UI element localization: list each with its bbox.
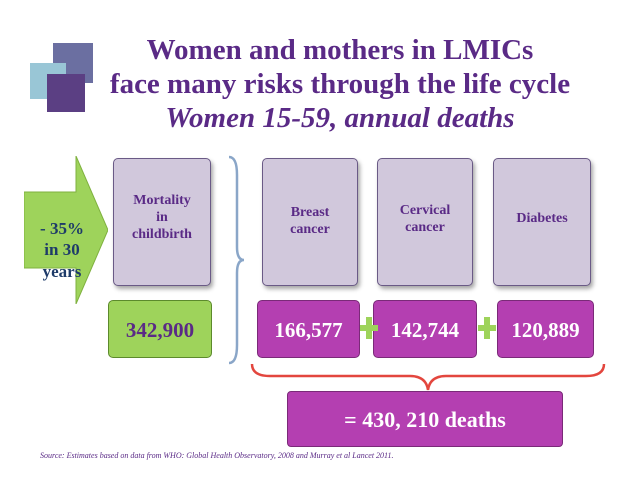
category-box-diabetes: Diabetes xyxy=(493,158,591,286)
category-label-line: Breast xyxy=(290,205,330,220)
left-brace-icon xyxy=(228,155,245,365)
value-box-cervical-cancer: 142,744 xyxy=(373,300,477,358)
source-note: Source: Estimates based on data from WHO… xyxy=(40,451,394,460)
category-box-breast-cancer: Breast cancer xyxy=(262,158,358,286)
title-line-2: face many risks through the life cycle xyxy=(109,67,571,100)
category-label-line: in xyxy=(156,209,168,225)
title-line-1: Women and mothers in LMICs xyxy=(146,34,534,66)
value-box-mortality: 342,900 xyxy=(108,300,212,358)
sum-brace-icon xyxy=(250,363,606,391)
decline-label-line-2: in 30 xyxy=(44,240,80,260)
category-label-line: Cervical xyxy=(399,203,451,218)
decline-label: - 35% in 30 years xyxy=(30,218,94,282)
total-deaths-box: = 430, 210 deaths xyxy=(287,391,563,447)
decline-arrow-icon xyxy=(24,156,108,304)
category-label-line: cancer xyxy=(290,221,330,237)
decline-label-line-1: - 35% xyxy=(40,219,84,238)
category-box-mortality: Mortality in childbirth xyxy=(113,158,211,286)
category-label-line: Diabetes xyxy=(516,211,568,226)
value-box-diabetes: 120,889 xyxy=(497,300,594,358)
category-box-cervical-cancer: Cervical cancer xyxy=(377,158,473,286)
decline-label-line-3: years xyxy=(42,261,82,281)
title-subtitle: Women 15-59, annual deaths xyxy=(165,101,515,134)
plus-icon xyxy=(360,317,378,339)
category-label-line: cancer xyxy=(405,219,445,235)
plus-icon xyxy=(478,317,496,339)
decor-square-purple xyxy=(47,74,85,112)
category-label-line: childbirth xyxy=(132,226,192,242)
category-label-line: Mortality xyxy=(133,193,191,208)
value-box-breast-cancer: 166,577 xyxy=(257,300,360,358)
slide-title: Women and mothers in LMICs face many ris… xyxy=(90,34,590,136)
